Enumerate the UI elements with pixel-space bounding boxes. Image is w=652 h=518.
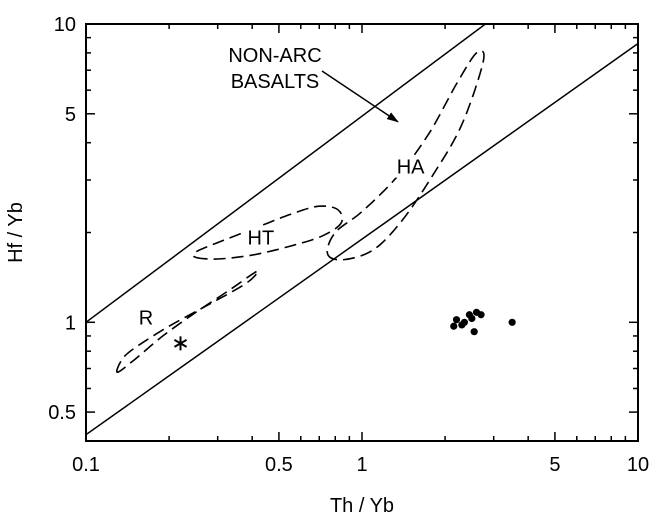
- y-tick-label: 1: [65, 312, 76, 334]
- data-point: [461, 319, 468, 326]
- asterisk-marker: [174, 336, 186, 350]
- axis-ticks: 0.1 0.5 1 5 10 0.5 1 5 10: [48, 14, 649, 476]
- y-tick-label: 0.5: [48, 402, 76, 424]
- data-points: [174, 309, 515, 351]
- data-point: [477, 311, 484, 318]
- annotation-arrow: [322, 71, 398, 122]
- x-tick-label: 10: [627, 454, 649, 476]
- data-point: [453, 316, 460, 323]
- data-point: [450, 323, 457, 330]
- annotations: NON-ARC BASALTS: [228, 45, 398, 122]
- annotation-text: BASALTS: [231, 71, 320, 93]
- field-outline-ha: [327, 51, 484, 260]
- data-point: [509, 319, 516, 326]
- field-label-r: R: [139, 307, 153, 329]
- x-tick-label: 1: [356, 454, 367, 476]
- y-axis-title: Hf / Yb: [5, 202, 27, 263]
- y-tick-label: 5: [65, 104, 76, 126]
- annotation-text: NON-ARC: [228, 45, 321, 67]
- field-label-ha: HA: [397, 157, 425, 179]
- x-axis-title: Th / Yb: [330, 495, 394, 517]
- plot-frame: [86, 24, 638, 441]
- x-tick-label: 5: [549, 454, 560, 476]
- y-tick-label: 10: [54, 14, 76, 36]
- field-label-ht: HT: [248, 228, 275, 250]
- data-point: [468, 315, 475, 322]
- x-tick-label: 0.1: [72, 454, 100, 476]
- data-point: [471, 328, 478, 335]
- x-tick-label: 0.5: [265, 454, 293, 476]
- boundary-line: [86, 44, 638, 435]
- field-outlines: R HT HA: [117, 51, 484, 373]
- boundary-lines: [86, 24, 638, 435]
